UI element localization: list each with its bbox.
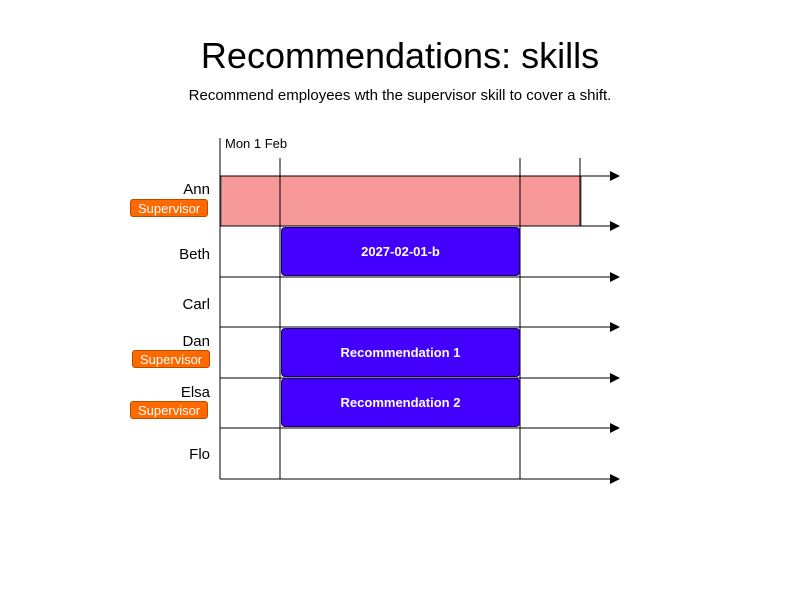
arrow-head-icon [610,474,620,484]
arrow-head-icon [610,423,620,433]
employee-name-flo: Flo [189,446,210,463]
employee-name-carl: Carl [182,296,210,313]
unavailable-block [220,175,582,227]
recommendation-block[interactable]: Recommendation 2 [281,378,520,427]
arrow-head-icon [610,322,620,332]
skill-badge-dan: Supervisor [132,350,211,368]
page-title: Recommendations: skills [200,35,600,76]
arrow-head-icon [610,221,620,231]
employee-name-dan: Dan [182,333,210,350]
recommendation-block[interactable]: Recommendation 1 [281,328,520,377]
employee-name-beth: Beth [179,246,210,263]
skill-badge-ann: Supervisor [130,199,209,217]
employee-name-ann: Ann [183,181,210,198]
shift-block[interactable]: 2027-02-01-b [281,227,520,276]
arrow-head-icon [610,272,620,282]
employee-name-elsa: Elsa [180,384,210,401]
timeline-start-label: Mon 1 Feb [225,136,288,151]
page-subtitle: Recommend employees wth the supervisor s… [188,87,612,104]
grid-lines [219,138,620,484]
skill-badge-elsa: Supervisor [130,401,209,419]
arrow-head-icon [610,171,620,181]
arrow-head-icon [610,373,620,383]
